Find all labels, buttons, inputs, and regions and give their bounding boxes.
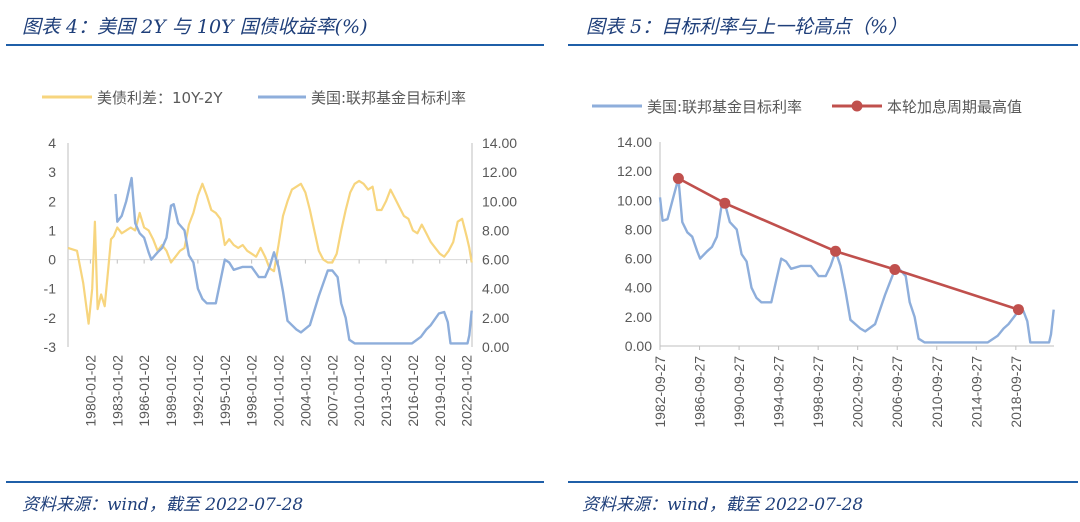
y-tick-label: 6.00 (625, 251, 652, 267)
right-figure: 图表 5：目标利率与上一轮高点（%） 美国:联邦基金目标利率 本轮加息周期最高值 1… (560, 0, 1080, 522)
x-tick-label: 1992-01-02 (190, 355, 206, 427)
y-tick-label: 12.00 (617, 163, 652, 179)
y-tick-label: 14.00 (617, 134, 652, 150)
y-tick-label: 8.00 (625, 221, 652, 237)
peak-point-marker (672, 172, 684, 184)
x-tick-label: 1986-01-02 (136, 355, 152, 427)
x-tick-label: 2007-01-02 (324, 355, 340, 427)
x-tick-label: 2010-09-27 (929, 356, 945, 428)
y-tick-label: 10.00 (617, 192, 652, 208)
legend-fed-label: 美国:联邦基金目标利率 (311, 89, 466, 107)
y-right-tick-label: 14.00 (482, 135, 517, 151)
y-left-tick-label: 2 (48, 193, 56, 209)
left-bottom-rule (6, 481, 544, 483)
x-tick-label: 2013-01-02 (378, 355, 394, 427)
left-figure: 图表 4：美国 2Y 与 10Y 国债收益率(%) 美债利差：10Y-2Y 美国:… (6, 16, 544, 515)
y-left-tick-label: 0 (48, 252, 56, 268)
x-tick-label: 1983-01-02 (109, 355, 125, 427)
y-right-tick-label: 2.00 (482, 310, 509, 326)
y-right-tick-label: 8.00 (482, 222, 509, 238)
right-top-rule (568, 44, 1078, 46)
y-left-tick-label: 4 (48, 135, 56, 151)
x-tick-label: 2002-09-27 (850, 356, 866, 428)
y-right-tick-label: 12.00 (482, 164, 517, 180)
x-tick-label: 2019-01-02 (432, 355, 448, 427)
peak-series-line (677, 177, 1019, 311)
y-left-tick-label: 3 (48, 164, 56, 180)
x-tick-label: 1998-09-27 (810, 356, 826, 428)
x-tick-label: 2006-09-27 (889, 356, 905, 428)
y-right-tick-label: 6.00 (482, 252, 509, 268)
legend-peak-label: 本轮加息周期最高值 (887, 98, 1022, 116)
fed-rate-series-line (658, 177, 1055, 344)
left-top-rule (6, 44, 544, 46)
y-right-tick-label: 4.00 (482, 281, 509, 297)
x-tick-label: 1998-01-02 (244, 355, 260, 427)
x-tick-label: 1982-09-27 (652, 356, 668, 428)
x-tick-label: 2010-01-02 (351, 355, 367, 427)
y-right-tick-label: 0.00 (482, 339, 509, 355)
spread-series-line (67, 179, 473, 325)
legend-spread-label: 美债利差：10Y-2Y (97, 89, 223, 107)
x-tick-label: 2022-01-02 (459, 355, 475, 427)
y-right-tick-label: 10.00 (482, 193, 517, 209)
peak-point-marker (830, 245, 842, 257)
y-tick-label: 2.00 (625, 309, 652, 325)
left-source-note: 资料来源：wind，截至 2022-07-28 (22, 495, 304, 515)
x-tick-label: 1989-01-02 (163, 355, 179, 427)
right-bottom-rule (568, 481, 1078, 483)
x-tick-label: 2001-01-02 (271, 355, 287, 427)
x-tick-label: 2018-09-27 (1008, 356, 1024, 428)
right-figure-title: 图表 5：目标利率与上一轮高点（%） (586, 16, 908, 38)
x-tick-label: 1980-01-02 (82, 355, 98, 427)
x-tick-label: 1990-09-27 (731, 356, 747, 428)
y-left-tick-label: -3 (44, 339, 57, 355)
x-tick-label: 2004-01-02 (297, 355, 313, 427)
right-chart: 美国:联邦基金目标利率 本轮加息周期最高值 14.00 12.00 10.00 8.00 6… (592, 98, 1055, 428)
left-figure-title: 图表 4：美国 2Y 与 10Y 国债收益率(%) (22, 16, 368, 38)
x-tick-label: 1994-09-27 (771, 356, 787, 428)
y-left-tick-label: 1 (48, 222, 56, 238)
legend-peak-marker (851, 100, 863, 112)
right-source-note: 资料来源：wind，截至 2022-07-28 (582, 495, 864, 515)
legend-fed-label: 美国:联邦基金目标利率 (647, 98, 802, 116)
x-tick-label: 1986-09-27 (692, 356, 708, 428)
peak-point-marker (889, 264, 901, 275)
x-tick-label: 2016-01-02 (405, 355, 421, 427)
y-left-tick-label: -1 (44, 281, 57, 297)
fed-rate-series-line (114, 176, 473, 345)
x-tick-label: 1995-01-02 (217, 355, 233, 427)
y-tick-label: 4.00 (625, 280, 652, 296)
left-chart: 美债利差：10Y-2Y 美国:联邦基金目标利率 4 3 2 1 0 -1 -2 -3 14.00 12… (42, 89, 517, 427)
y-tick-label: 0.00 (625, 338, 652, 354)
y-left-tick-label: -2 (44, 310, 57, 326)
x-tick-label: 2014-09-27 (968, 356, 984, 428)
peak-point-marker (1012, 304, 1024, 316)
peak-point-marker (719, 197, 731, 209)
